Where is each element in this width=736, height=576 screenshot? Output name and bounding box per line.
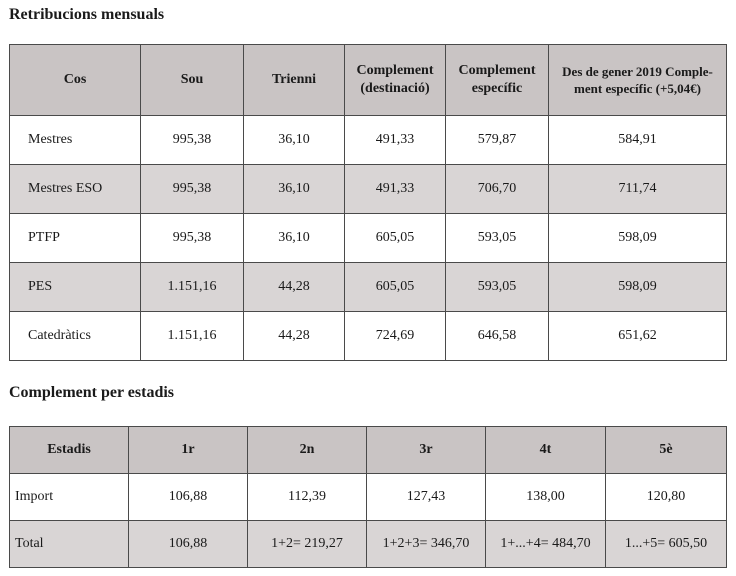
cell-sou: 995,38 bbox=[140, 164, 244, 214]
cell-cos: Catedràtics bbox=[9, 311, 141, 361]
header-trienni: Trienni bbox=[243, 44, 345, 116]
cell-stage-1: 106,88 bbox=[128, 520, 248, 568]
cell-sou: 1.151,16 bbox=[140, 311, 244, 361]
header-stage-5: 5è bbox=[605, 426, 727, 474]
cell-stage-3: 1+2+3= 346,70 bbox=[366, 520, 486, 568]
cell-destinacio: 605,05 bbox=[344, 262, 446, 312]
header-stage-3: 3r bbox=[366, 426, 486, 474]
table-header-row: Estadis 1r 2n 3r 4t 5è bbox=[9, 426, 727, 474]
cell-especific: 593,05 bbox=[445, 262, 549, 312]
table-row: PTFP 995,38 36,10 605,05 593,05 598,09 bbox=[9, 213, 727, 263]
header-line: (destinació) bbox=[360, 81, 430, 96]
header-sou: Sou bbox=[140, 44, 244, 116]
row-label-import: Import bbox=[9, 473, 129, 521]
monthly-salaries-table: Cos Sou Trienni Complement (destinació) … bbox=[9, 44, 727, 361]
monthly-salaries-title: Retribucions mensuals bbox=[9, 6, 165, 23]
header-estadis: Estadis bbox=[9, 426, 129, 474]
table-header-row: Cos Sou Trienni Complement (destinació) … bbox=[9, 44, 727, 116]
header-complement-especific: Complement específic bbox=[445, 44, 549, 116]
table-row: Total 106,88 1+2= 219,27 1+2+3= 346,70 1… bbox=[9, 520, 727, 568]
cell-especific: 579,87 bbox=[445, 115, 549, 165]
header-line: específic bbox=[471, 81, 523, 96]
table-row: Mestres 995,38 36,10 491,33 579,87 584,9… bbox=[9, 115, 727, 165]
cell-destinacio: 491,33 bbox=[344, 115, 446, 165]
cell-stage-1: 106,88 bbox=[128, 473, 248, 521]
cell-trienni: 44,28 bbox=[243, 262, 345, 312]
cell-destinacio: 491,33 bbox=[344, 164, 446, 214]
header-complement-2019: Des de gener 2019 Comple- ment específic… bbox=[548, 44, 727, 116]
table-row: Mestres ESO 995,38 36,10 491,33 706,70 7… bbox=[9, 164, 727, 214]
table-row: Import 106,88 112,39 127,43 138,00 120,8… bbox=[9, 473, 727, 521]
table-row: Catedràtics 1.151,16 44,28 724,69 646,58… bbox=[9, 311, 727, 361]
cell-especific-2019: 711,74 bbox=[548, 164, 727, 214]
cell-stage-2: 112,39 bbox=[247, 473, 367, 521]
cell-stage-4: 138,00 bbox=[485, 473, 606, 521]
header-line: Complement bbox=[458, 63, 536, 78]
cell-sou: 995,38 bbox=[140, 115, 244, 165]
cell-especific-2019: 598,09 bbox=[548, 262, 727, 312]
cell-cos: PES bbox=[9, 262, 141, 312]
cell-trienni: 36,10 bbox=[243, 164, 345, 214]
cell-sou: 1.151,16 bbox=[140, 262, 244, 312]
cell-stage-5: 1...+5= 605,50 bbox=[605, 520, 727, 568]
cell-destinacio: 605,05 bbox=[344, 213, 446, 263]
cell-cos: PTFP bbox=[9, 213, 141, 263]
header-stage-2: 2n bbox=[247, 426, 367, 474]
cell-destinacio: 724,69 bbox=[344, 311, 446, 361]
cell-stage-3: 127,43 bbox=[366, 473, 486, 521]
cell-especific-2019: 651,62 bbox=[548, 311, 727, 361]
cell-trienni: 36,10 bbox=[243, 115, 345, 165]
header-cos: Cos bbox=[9, 44, 141, 116]
header-line: ment específic (+5,04€) bbox=[574, 81, 701, 96]
cell-cos: Mestres bbox=[9, 115, 141, 165]
cell-trienni: 36,10 bbox=[243, 213, 345, 263]
cell-especific: 593,05 bbox=[445, 213, 549, 263]
cell-stage-5: 120,80 bbox=[605, 473, 727, 521]
header-line: Complement bbox=[356, 63, 434, 78]
cell-sou: 995,38 bbox=[140, 213, 244, 263]
cell-especific: 706,70 bbox=[445, 164, 549, 214]
cell-trienni: 44,28 bbox=[243, 311, 345, 361]
cell-stage-4: 1+...+4= 484,70 bbox=[485, 520, 606, 568]
header-line: Des de gener 2019 Comple- bbox=[562, 64, 713, 79]
cell-cos: Mestres ESO bbox=[9, 164, 141, 214]
cell-especific-2019: 598,09 bbox=[548, 213, 727, 263]
stages-complement-title: Complement per estadis bbox=[9, 384, 175, 401]
table-row: PES 1.151,16 44,28 605,05 593,05 598,09 bbox=[9, 262, 727, 312]
header-stage-1: 1r bbox=[128, 426, 248, 474]
cell-stage-2: 1+2= 219,27 bbox=[247, 520, 367, 568]
cell-especific-2019: 584,91 bbox=[548, 115, 727, 165]
header-stage-4: 4t bbox=[485, 426, 606, 474]
row-label-total: Total bbox=[9, 520, 129, 568]
stages-complement-table: Estadis 1r 2n 3r 4t 5è Import 106,88 112… bbox=[9, 426, 727, 568]
cell-especific: 646,58 bbox=[445, 311, 549, 361]
header-complement-destinacio: Complement (destinació) bbox=[344, 44, 446, 116]
